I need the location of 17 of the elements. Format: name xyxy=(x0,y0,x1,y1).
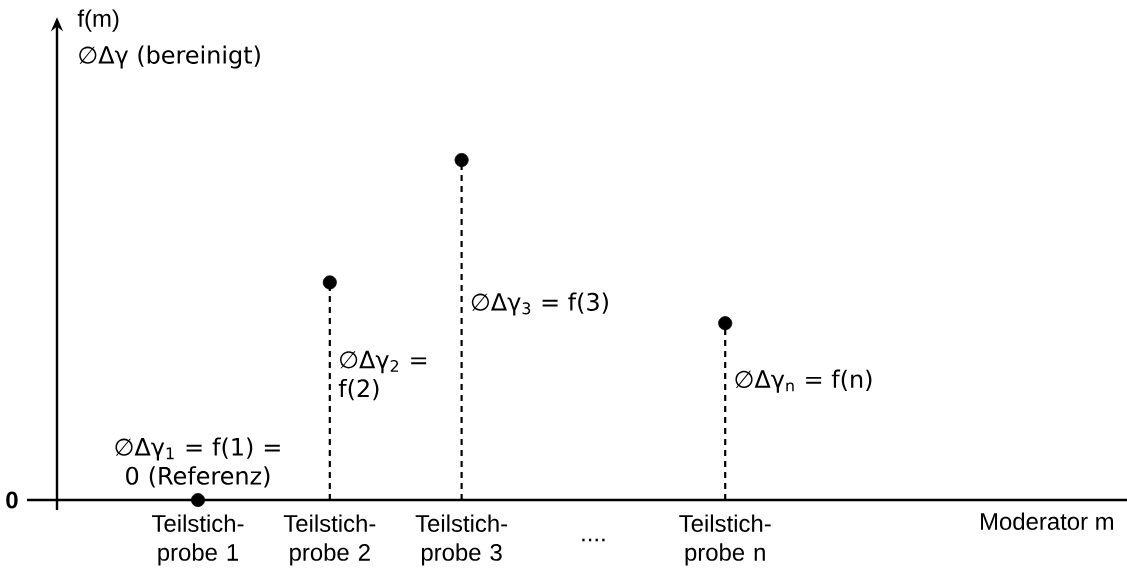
text: f(m) xyxy=(77,9,119,32)
text: 0 xyxy=(6,491,18,509)
text: Moderator m xyxy=(981,512,1114,530)
x-tick-label: .... xyxy=(582,538,605,542)
text: ∅Δγ$_{2}$ = f(2) xyxy=(338,350,427,401)
annotation: ∅Δγ$_{n}$ = f(n) xyxy=(735,369,872,393)
text: ∅Δγ (bereinigt) xyxy=(79,45,260,69)
x-tick-label: Teilstich-probe 2 xyxy=(283,514,376,566)
x-tick-label: Teilstich-probe n xyxy=(679,514,771,566)
point xyxy=(191,493,205,507)
annotation: ∅Δγ$_{3}$ = f(3) xyxy=(471,292,608,316)
point xyxy=(322,275,337,290)
x-tick-label: Teilstich-probe 1 xyxy=(152,514,244,566)
point xyxy=(718,316,733,331)
point xyxy=(454,153,469,167)
x-tick-label: Teilstich-probe 3 xyxy=(415,514,508,566)
annotation: ∅Δγ$_{1}$ = f(1) = 0 (Referenz) xyxy=(115,437,280,488)
